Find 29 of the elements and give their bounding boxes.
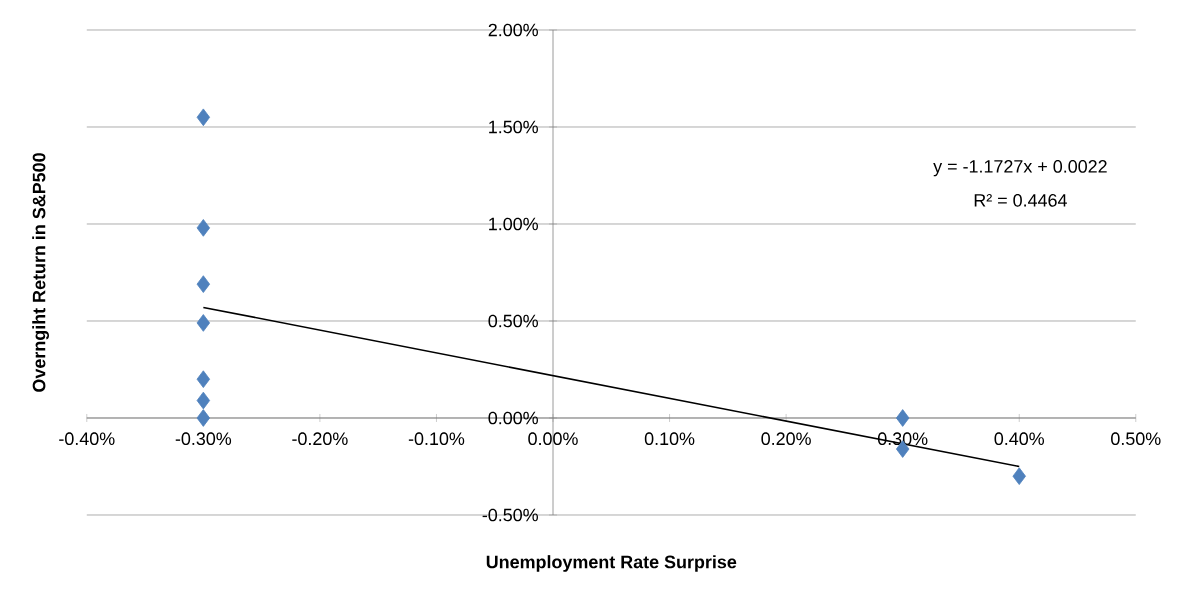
y-tick-label: 0.50% [488, 314, 538, 328]
x-tick-label: 0.50% [1111, 432, 1161, 446]
point [196, 275, 211, 293]
y-tick-label: 2.00% [488, 23, 538, 37]
annotation: y = -1.1727x + 0.0022 [933, 160, 1107, 177]
point [196, 391, 211, 410]
point [1012, 467, 1026, 485]
x-tick-label: -0.20% [292, 432, 348, 446]
x-tick-label: 0.10% [644, 432, 695, 446]
x-tick-label: 0.40% [994, 432, 1045, 446]
annotation: R² = 0.4464 [974, 193, 1067, 207]
y-tick-label: -0.50% [482, 508, 538, 522]
x-tick-label: -0.30% [175, 432, 232, 446]
point [196, 409, 211, 427]
point [196, 370, 211, 388]
x-tick-label: 0.30% [877, 432, 928, 446]
point [196, 108, 211, 127]
x-axis-title: Unemployment Rate Surprise [486, 555, 737, 572]
y-tick-label: 1.50% [489, 120, 538, 134]
point [196, 219, 211, 237]
x-tick-label: 0.20% [761, 432, 811, 446]
point [196, 314, 211, 332]
x-tick-label: -0.10% [408, 432, 465, 446]
point [895, 409, 910, 427]
y-tick-label: 1.00% [489, 217, 538, 231]
y-axis-title: Overngiht Return in S&P500 [32, 153, 50, 392]
x-tick-label: -0.40% [59, 432, 115, 446]
y-tick-label: 0.00% [488, 411, 538, 425]
x-tick-label: 0.00% [528, 432, 578, 446]
